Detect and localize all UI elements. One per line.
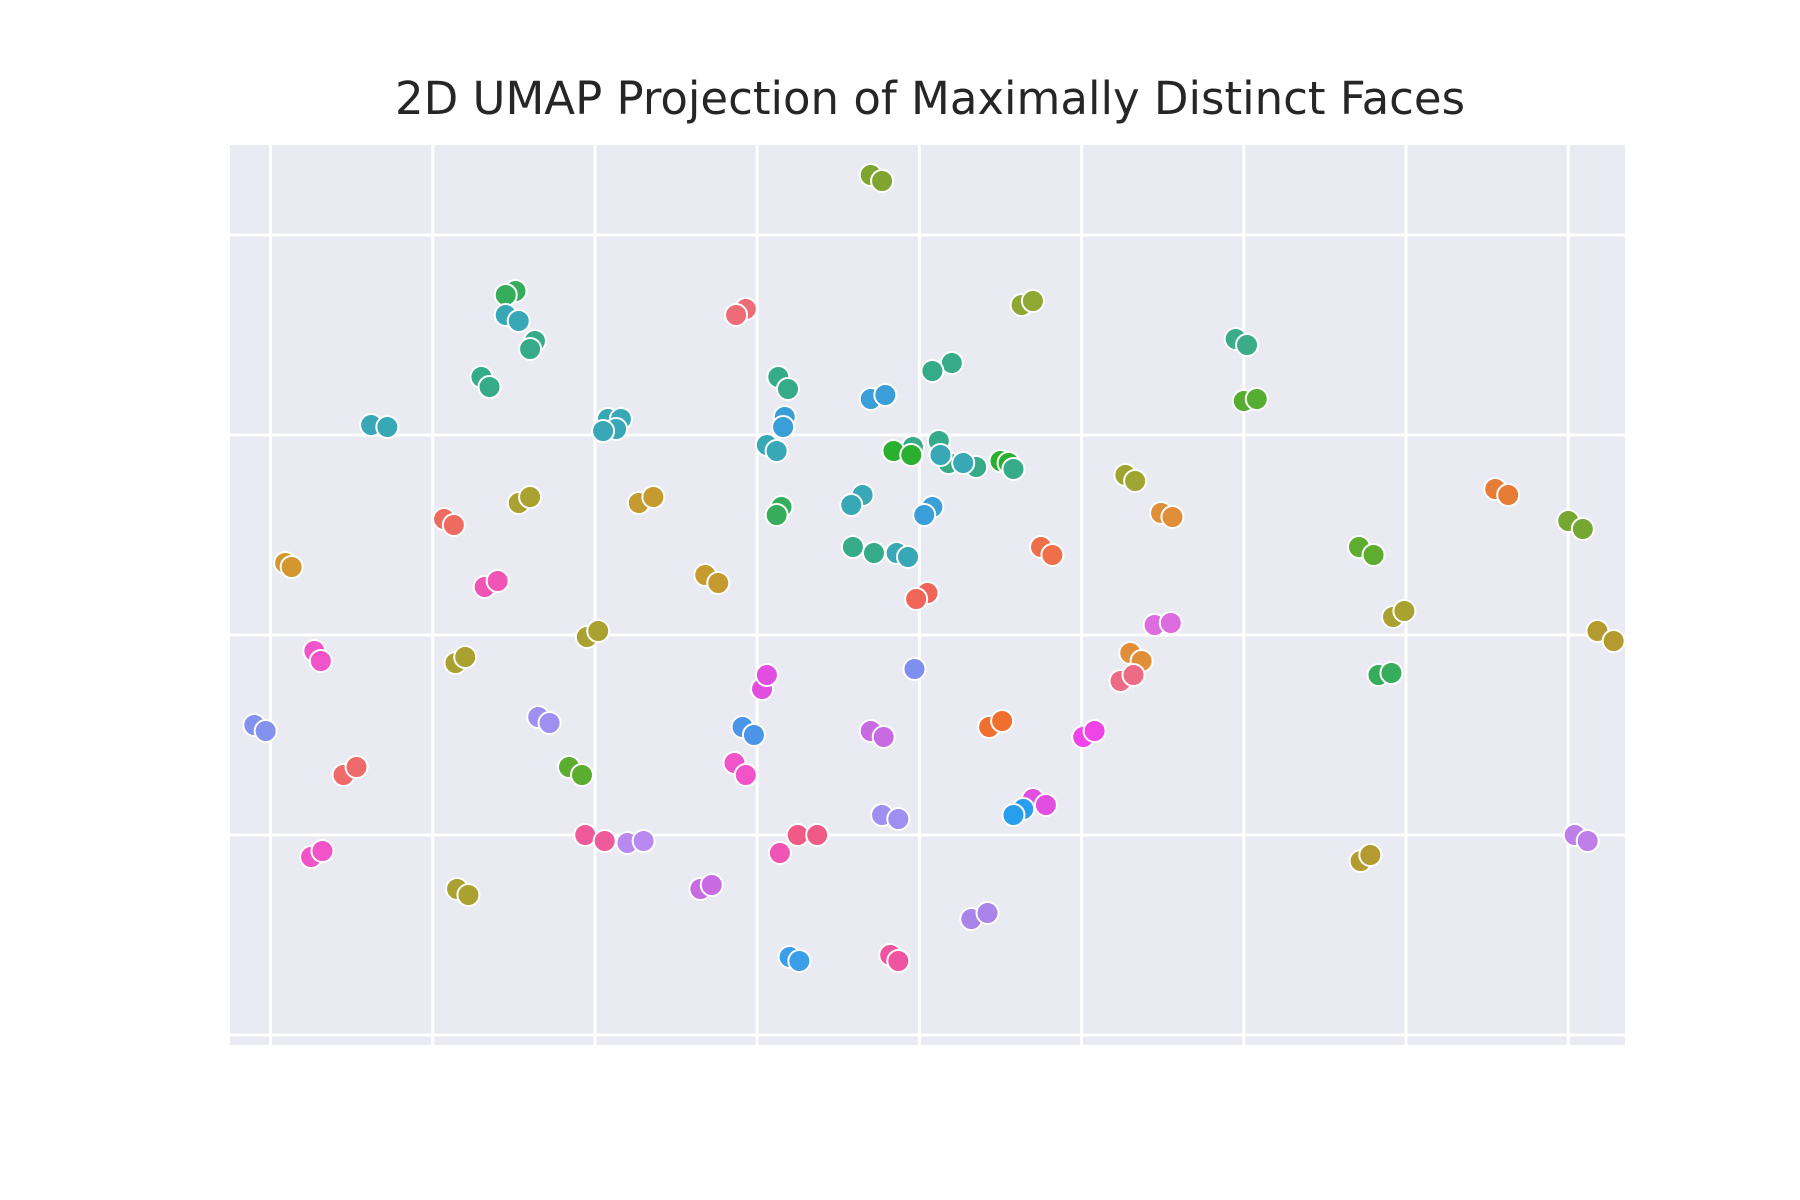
data-point [1496, 483, 1521, 507]
data-point [776, 377, 800, 401]
data-point [1121, 663, 1146, 687]
data-point [591, 419, 616, 443]
data-point [1082, 719, 1107, 743]
data-point [1158, 611, 1183, 635]
data-point [1123, 469, 1148, 493]
chart-title: 2D UMAP Projection of Maximally Distinct… [394, 72, 1466, 125]
data-point [1358, 843, 1383, 867]
data-point [1001, 803, 1026, 827]
data-point [899, 443, 924, 467]
data-point [902, 657, 927, 681]
data-point [990, 709, 1015, 733]
data-point [344, 755, 369, 779]
data-point [741, 723, 766, 747]
data-point [569, 763, 594, 787]
data-point [896, 545, 921, 569]
data-point [787, 949, 812, 973]
data-point [1392, 599, 1417, 623]
data-point [724, 303, 749, 327]
data-point [764, 503, 789, 527]
data-points [242, 163, 1626, 973]
data-point [928, 443, 953, 467]
data-point [1235, 333, 1260, 357]
data-point [485, 569, 510, 593]
data-point [871, 725, 896, 749]
data-point [1020, 289, 1045, 313]
data-point [886, 807, 911, 831]
data-point [310, 839, 335, 863]
data-point [537, 711, 562, 735]
data-point [951, 451, 976, 475]
data-point [771, 415, 796, 439]
data-point [1379, 661, 1404, 685]
data-point [861, 541, 886, 565]
data-point [975, 901, 1000, 925]
data-point [920, 359, 945, 383]
data-point [1244, 387, 1269, 411]
data-point [506, 309, 531, 333]
data-point [706, 571, 731, 595]
data-point [493, 283, 518, 307]
data-point [1033, 793, 1058, 817]
data-point [441, 513, 466, 537]
data-point [912, 503, 937, 527]
data-point [586, 619, 611, 643]
data-point [477, 375, 502, 399]
data-point [699, 873, 724, 897]
data-point [904, 587, 929, 611]
data-point [805, 823, 830, 847]
data-point [453, 645, 478, 669]
data-point [641, 485, 666, 509]
data-point [518, 337, 543, 361]
data-point [764, 439, 789, 463]
data-point [631, 829, 656, 853]
grid [230, 145, 1625, 1045]
data-point [308, 649, 333, 673]
data-point [886, 949, 911, 973]
data-point [870, 169, 895, 193]
data-point [767, 841, 792, 865]
data-point [253, 719, 278, 743]
data-point [1160, 505, 1185, 529]
data-point [840, 535, 865, 559]
data-point [1570, 517, 1595, 541]
data-point [733, 763, 758, 787]
data-point [1601, 629, 1626, 653]
data-point [839, 493, 864, 517]
data-point [375, 415, 400, 439]
data-point [873, 383, 898, 407]
data-point [592, 829, 617, 853]
data-point [518, 485, 543, 509]
data-point [1575, 829, 1600, 853]
data-point [1361, 543, 1386, 567]
data-point [1001, 457, 1026, 481]
data-point [1040, 543, 1065, 567]
data-point [456, 883, 481, 907]
data-point [279, 555, 304, 579]
data-point [754, 663, 779, 687]
